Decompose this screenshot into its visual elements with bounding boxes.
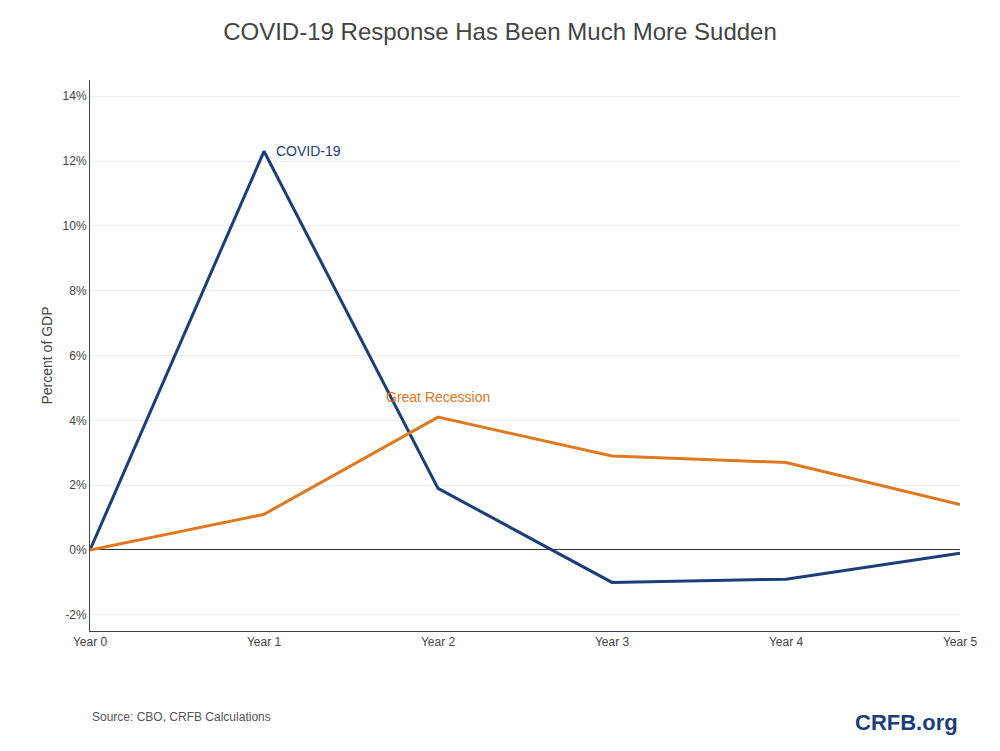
- svg-text:Year 2: Year 2: [421, 635, 456, 649]
- svg-text:6%: 6%: [69, 349, 87, 363]
- svg-text:Source: CBO, CRFB Calculations: Source: CBO, CRFB Calculations: [92, 710, 271, 724]
- svg-text:10%: 10%: [63, 219, 87, 233]
- svg-text:Year 3: Year 3: [595, 635, 630, 649]
- svg-text:COVID-19 Response Has Been Muc: COVID-19 Response Has Been Much More Sud…: [223, 18, 777, 45]
- svg-text:CRFB.org: CRFB.org: [855, 710, 958, 735]
- svg-text:Year 1: Year 1: [247, 635, 282, 649]
- svg-text:Year 0: Year 0: [73, 635, 108, 649]
- svg-text:Great Recession: Great Recession: [386, 389, 490, 405]
- svg-text:Year 4: Year 4: [769, 635, 804, 649]
- svg-text:12%: 12%: [63, 154, 87, 168]
- svg-text:4%: 4%: [69, 414, 87, 428]
- svg-text:Percent of GDP: Percent of GDP: [39, 306, 55, 404]
- svg-text:8%: 8%: [69, 284, 87, 298]
- svg-text:COVID-19: COVID-19: [276, 143, 341, 159]
- svg-text:Year 5: Year 5: [943, 635, 978, 649]
- svg-text:-2%: -2%: [65, 608, 87, 622]
- svg-text:2%: 2%: [69, 478, 87, 492]
- svg-text:14%: 14%: [63, 89, 87, 103]
- svg-text:0%: 0%: [69, 543, 87, 557]
